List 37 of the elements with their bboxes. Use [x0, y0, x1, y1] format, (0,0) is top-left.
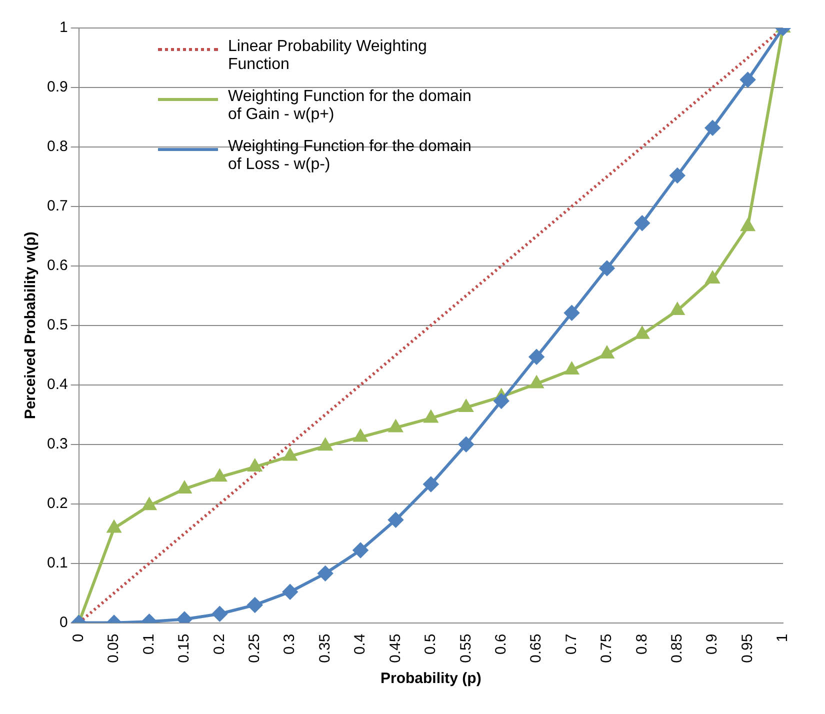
x-tick-label: 0 [70, 634, 87, 642]
y-axis-title: Perceived Probability w(p) [22, 232, 40, 420]
y-tick-label: 0.4 [46, 376, 68, 394]
y-tick-label: 0.3 [46, 436, 68, 453]
x-tick-label: 0.3 [281, 634, 298, 655]
x-tick-label: 0.55 [457, 634, 474, 664]
x-tick-label: 0.9 [704, 634, 721, 655]
y-tick-label: 0.6 [46, 257, 68, 274]
x-tick-label: 0.75 [598, 634, 616, 664]
x-tick-label: 0.1 [140, 634, 158, 655]
x-tick-label: 0.4 [352, 634, 369, 655]
y-tick-label: 0.2 [46, 494, 68, 512]
y-tick-label: 0.9 [46, 78, 68, 96]
x-tick-label: 0.05 [105, 634, 122, 664]
x-tick-label: 0.7 [562, 634, 580, 655]
x-tick-label: 0.65 [528, 634, 545, 664]
y-tick-label: 0 [60, 614, 68, 631]
legend-label: Linear Probability Weighting Function [228, 38, 428, 74]
y-tick-label: 1 [60, 19, 68, 36]
x-tick-label: 0.35 [316, 634, 334, 664]
x-tick-label: 1 [774, 634, 792, 642]
y-tick-label: 0.7 [46, 198, 68, 215]
x-axis-title: Probability (p) [380, 670, 482, 688]
y-tick-label: 0.1 [46, 554, 68, 572]
x-tick-label: 0.45 [386, 634, 404, 664]
x-tick-label: 0.8 [633, 634, 650, 655]
x-tick-label: 0.85 [668, 634, 686, 664]
legend-label: Weighting Function for the domain of Loss - w(p-) [228, 138, 472, 174]
x-tick-label: 0.25 [246, 634, 264, 664]
x-tick-label: 0.5 [422, 634, 440, 655]
y-tick-label: 0.5 [46, 316, 68, 334]
legend-label: Weighting Function for the domain of Gain - w(p+) [228, 88, 472, 124]
x-tick-label: 0.15 [176, 634, 193, 664]
x-tick-label: 0.95 [738, 634, 756, 664]
x-tick-label: 0.2 [210, 634, 228, 655]
y-tick-label: 0.8 [46, 138, 68, 156]
x-tick-label: 0.6 [492, 634, 510, 655]
